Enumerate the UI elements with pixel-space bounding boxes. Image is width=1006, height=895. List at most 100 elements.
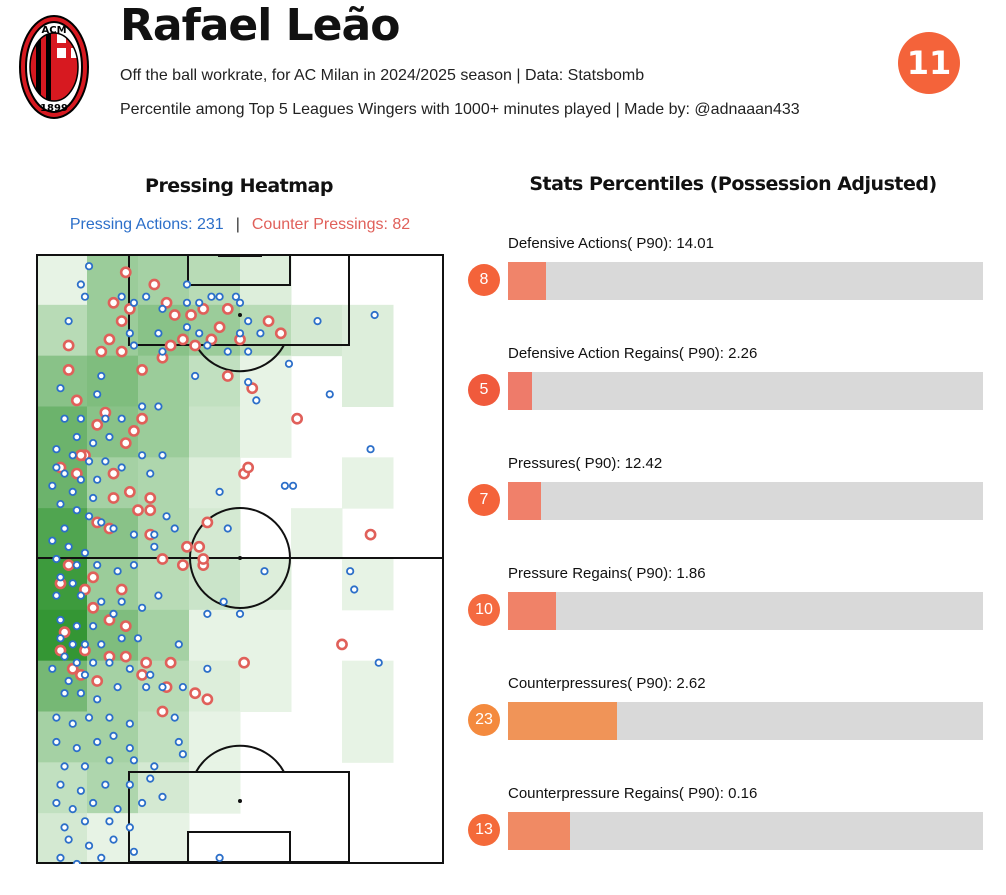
- pressing-action-point: [56, 500, 65, 509]
- pressing-action-point: [252, 396, 261, 405]
- percentile-badge: 8: [468, 264, 500, 296]
- percentile-badge: 5: [468, 374, 500, 406]
- heat-cell: [189, 660, 241, 712]
- counter-pressing-point: [132, 504, 144, 517]
- pressing-action-point: [174, 640, 183, 649]
- heat-cell: [36, 711, 88, 763]
- pressing-action-point: [80, 548, 90, 557]
- counter-pressing-point: [221, 370, 234, 382]
- pressing-action-point: [84, 457, 94, 466]
- pressing-action-point: [105, 756, 114, 765]
- pressing-action-point: [178, 682, 187, 692]
- stat-row: Defensive Action Regains( P90): 2.26 5: [466, 345, 986, 455]
- pitch-heatmap: [36, 254, 444, 864]
- pressing-action-point: [158, 304, 167, 314]
- pressing-action-point: [117, 597, 126, 606]
- counter-pressing-point: [221, 303, 234, 315]
- logo-text-bottom: 1899: [40, 103, 68, 114]
- counter-pressing-point: [70, 394, 83, 407]
- pressing-action-point: [117, 292, 126, 301]
- pressing-action-point: [125, 743, 134, 753]
- pressing-action-point: [125, 823, 134, 832]
- pressing-action-point: [125, 664, 134, 673]
- pressing-action-point: [64, 676, 73, 686]
- pressing-action-point: [76, 280, 85, 289]
- stat-label: Pressure Regains( P90): 1.86: [508, 565, 706, 582]
- counter-pressing-point: [144, 492, 157, 504]
- pressing-action-point: [97, 597, 106, 606]
- heat-cell: [291, 508, 343, 560]
- logo-text-top: ACM: [41, 25, 66, 36]
- pressing-action-point: [109, 731, 118, 740]
- pressing-action-point: [142, 682, 151, 692]
- pressing-action-point: [109, 609, 118, 618]
- pressing-action-point: [93, 475, 102, 484]
- pressing-action-point: [56, 615, 65, 625]
- subtitle-percentile: Percentile among Top 5 Leagues Wingers w…: [120, 101, 800, 118]
- pressing-action-point: [76, 689, 85, 698]
- heat-cell: [138, 304, 190, 357]
- pressing-action-point: [72, 743, 81, 753]
- pressing-action-point: [105, 658, 114, 667]
- counter-pressing-point: [242, 461, 255, 474]
- heat-cell: [240, 254, 292, 306]
- heat-cell: [342, 355, 394, 407]
- pressing-action-point: [203, 664, 212, 673]
- pressing-action-point: [84, 841, 94, 850]
- stat-row: Defensive Actions( P90): 14.01 8: [466, 235, 986, 345]
- heat-cell: [240, 660, 292, 712]
- pressing-action-point: [105, 432, 114, 442]
- pressing-action-point: [346, 567, 355, 576]
- pressing-action-point: [370, 310, 379, 320]
- percentile-badge: 23: [468, 704, 500, 736]
- counter-pressing-point: [274, 327, 287, 340]
- heat-cell: [189, 406, 241, 458]
- pressing-action-point: [133, 634, 143, 643]
- pressing-action-point: [244, 347, 253, 356]
- pressing-action-point: [52, 737, 61, 747]
- pressing-action-point: [178, 750, 187, 759]
- counter-pressing-point: [197, 303, 210, 315]
- pressing-action-point: [93, 737, 102, 747]
- pressing-action-point: [150, 762, 159, 771]
- counter-pressing-point: [62, 559, 75, 571]
- counter-pressing-point: [119, 266, 132, 279]
- pressing-action-point: [158, 347, 167, 356]
- percentile-bar-fill: [508, 592, 556, 630]
- percentile-bar-track: [508, 262, 983, 300]
- pressing-action-point: [223, 524, 232, 533]
- counter-pressings-count: Counter Pressings: 82: [251, 216, 411, 233]
- pressing-action-point: [60, 414, 69, 423]
- pressing-action-point: [158, 792, 167, 802]
- pressing-action-point: [137, 402, 147, 411]
- percentile-bar-fill: [508, 702, 618, 740]
- pressing-action-point: [80, 670, 90, 679]
- counter-pressing-point: [193, 540, 206, 553]
- pressing-action-point: [244, 316, 253, 326]
- pressing-action-point: [235, 329, 245, 338]
- pressing-action-point: [60, 652, 69, 661]
- pressing-action-point: [72, 859, 81, 864]
- pressing-action-point: [60, 823, 69, 832]
- pressing-action-point: [203, 341, 212, 350]
- pressing-action-point: [68, 579, 77, 588]
- pressing-action-point: [113, 804, 122, 814]
- pressing-action-point: [84, 262, 94, 271]
- pressing-action-point: [93, 390, 102, 399]
- counter-pressing-point: [201, 693, 214, 706]
- pressing-action-point: [325, 390, 334, 399]
- counter-pressing-point: [87, 571, 100, 584]
- counter-pressing-point: [176, 333, 189, 346]
- pressing-action-point: [64, 542, 73, 551]
- pressing-action-point: [80, 292, 90, 301]
- counter-pressing-point: [262, 315, 275, 327]
- pressing-action-point: [101, 457, 110, 466]
- bottom-penalty-spot: [238, 799, 242, 803]
- pressing-action-point: [170, 524, 179, 533]
- pressing-action-point: [52, 445, 61, 454]
- pressing-action-point: [72, 621, 81, 631]
- pressing-action-point: [215, 292, 224, 301]
- pressing-action-point: [101, 780, 110, 789]
- pressing-action-point: [89, 621, 98, 631]
- pressing-action-point: [84, 512, 94, 521]
